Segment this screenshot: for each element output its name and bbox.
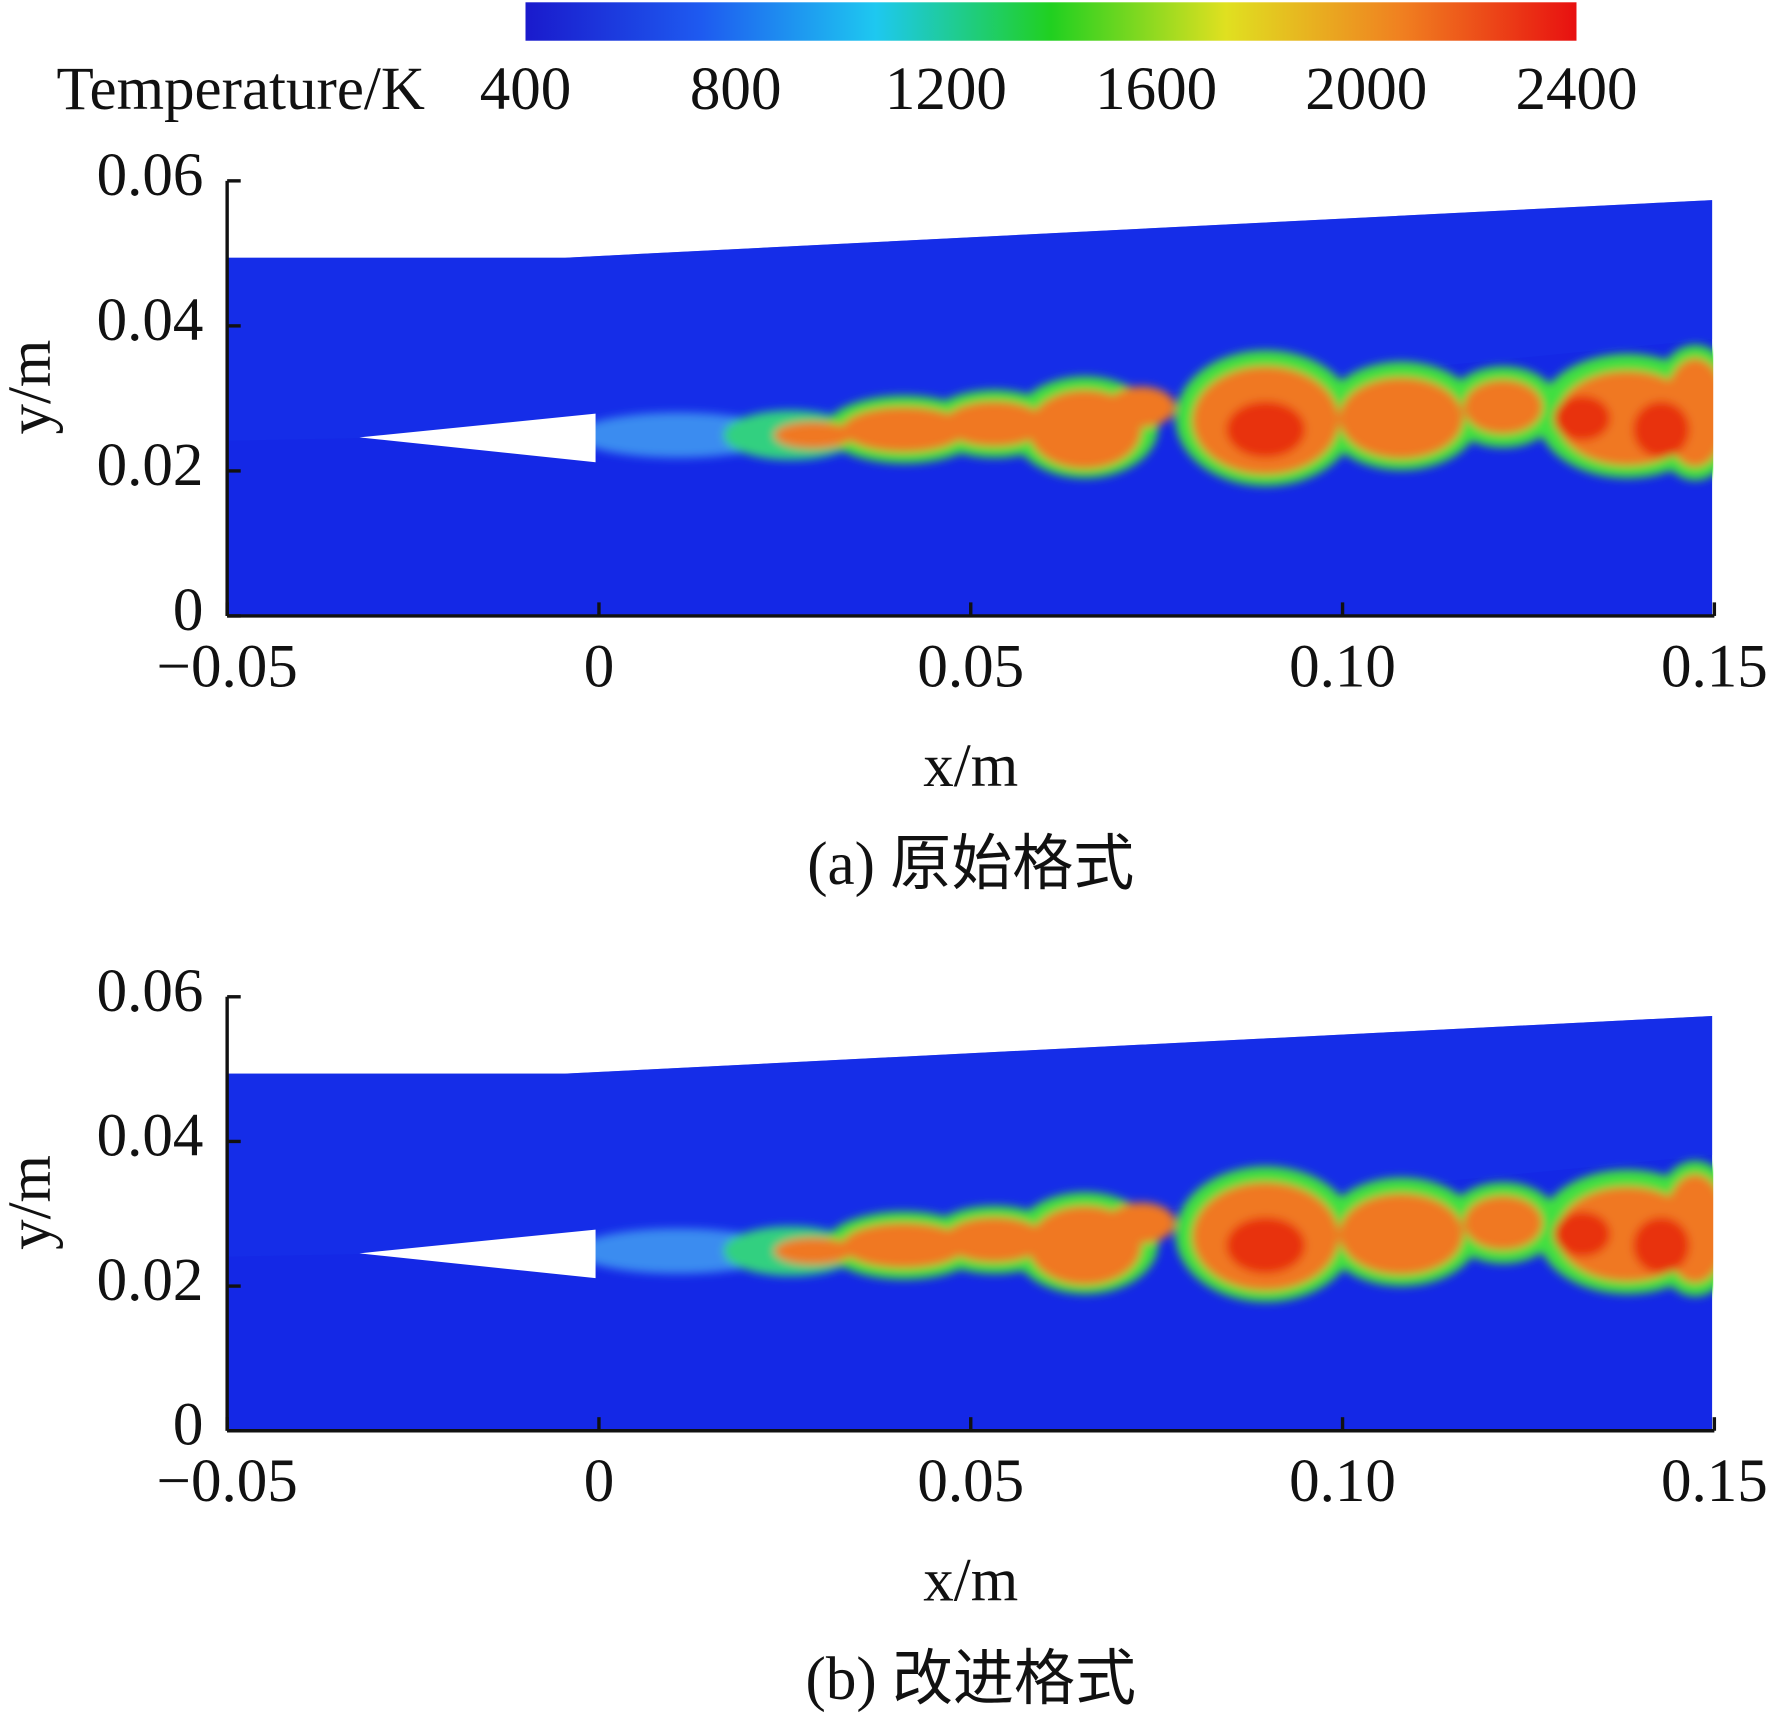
y-tick-label: 0.02 bbox=[97, 1247, 204, 1314]
y-tick-label: 0.04 bbox=[97, 287, 204, 354]
colorbar-tick-label: 2000 bbox=[1305, 56, 1427, 123]
x-tick-label: 0 bbox=[584, 1448, 615, 1515]
y-axis-label: y/m bbox=[0, 340, 64, 435]
colorbar-tick-label: 800 bbox=[690, 56, 782, 123]
x-tick-label: 0.15 bbox=[1661, 633, 1768, 700]
x-tick-label: 0.10 bbox=[1289, 633, 1396, 700]
colorbar-tick-label: 2400 bbox=[1515, 56, 1637, 123]
colorbar-tick-label: 1600 bbox=[1095, 56, 1217, 123]
panel-caption: (a) 原始格式 bbox=[807, 831, 1134, 898]
x-tick-label: 0.15 bbox=[1661, 1448, 1768, 1515]
x-tick-label: −0.05 bbox=[157, 633, 298, 700]
y-tick-label: 0 bbox=[173, 577, 204, 644]
contour-field bbox=[227, 200, 1740, 616]
x-tick-label: 0.05 bbox=[917, 633, 1024, 700]
x-tick-label: 0 bbox=[584, 633, 615, 700]
colorbar-tick-label: 400 bbox=[480, 56, 572, 123]
y-tick-label: 0 bbox=[173, 1392, 204, 1459]
x-axis-label: x/m bbox=[923, 733, 1018, 800]
y-tick-label: 0.04 bbox=[97, 1102, 204, 1169]
x-tick-label: 0.05 bbox=[917, 1448, 1024, 1515]
y-tick-label: 0.06 bbox=[97, 958, 204, 1025]
y-axis-label: y/m bbox=[0, 1155, 64, 1250]
x-axis-label: x/m bbox=[923, 1548, 1018, 1615]
colorbar-label: Temperature/K bbox=[57, 56, 425, 123]
y-tick-label: 0.06 bbox=[97, 142, 204, 209]
x-tick-label: −0.05 bbox=[157, 1448, 298, 1515]
colorbar bbox=[525, 2, 1577, 41]
x-tick-label: 0.10 bbox=[1289, 1448, 1396, 1515]
y-tick-label: 0.02 bbox=[97, 432, 204, 499]
panel-caption: (b) 改进格式 bbox=[806, 1646, 1136, 1713]
contour-field bbox=[227, 1016, 1740, 1432]
colorbar-tick-label: 1200 bbox=[885, 56, 1007, 123]
